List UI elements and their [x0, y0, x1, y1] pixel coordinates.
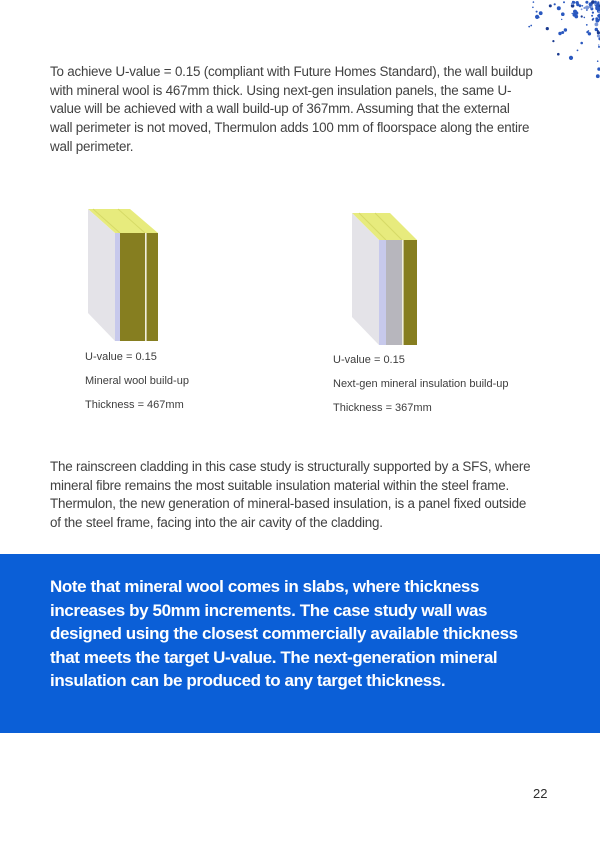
panel-insulation-layer [403, 240, 417, 345]
buildup-name-label: Mineral wool build-up [85, 375, 189, 387]
panel-board-layer [386, 240, 402, 345]
panel-top-face [88, 209, 158, 233]
panel-top-face [352, 213, 417, 240]
panel-seam-line [145, 233, 147, 341]
panel-side-face [352, 213, 379, 345]
thickness-label: Thickness = 367mm [333, 402, 432, 414]
panel-top-layer-line [92, 208, 121, 234]
note-box: Note that mineral wool comes in slabs, w… [0, 554, 600, 733]
panel-top-layer-line [358, 212, 387, 241]
page-number: 22 [533, 786, 548, 801]
panel-top-layer-line [117, 208, 146, 234]
panel-membrane-layer [115, 233, 120, 341]
diagram-labels-left: U-value = 0.15 Mineral wool build-up Thi… [85, 351, 189, 423]
intro-paragraph: To achieve U-value = 0.15 (compliant wit… [50, 64, 533, 154]
diagram-labels-right: U-value = 0.15 Next-gen mineral insulati… [333, 354, 508, 426]
panel-membrane-layer [379, 240, 386, 345]
u-value-label: U-value = 0.15 [333, 354, 405, 366]
panel-seam-line [402, 240, 404, 345]
panel-insulation-layer [120, 233, 145, 341]
wall-diagram-next-gen [352, 212, 417, 345]
dot-cluster-icon [528, 0, 600, 79]
panel-side-face [88, 209, 115, 341]
body-paragraph: The rainscreen cladding in this case stu… [50, 459, 531, 531]
panel-top-layer-line [374, 212, 403, 241]
u-value-label: U-value = 0.15 [85, 351, 157, 363]
buildup-name-label: Next-gen mineral insulation build-up [333, 378, 509, 390]
wall-diagram-mineral-wool [88, 208, 158, 341]
thickness-label: Thickness = 467mm [85, 399, 184, 411]
panel-insulation-layer [146, 233, 158, 341]
note-text: Note that mineral wool comes in slabs, w… [50, 577, 518, 690]
